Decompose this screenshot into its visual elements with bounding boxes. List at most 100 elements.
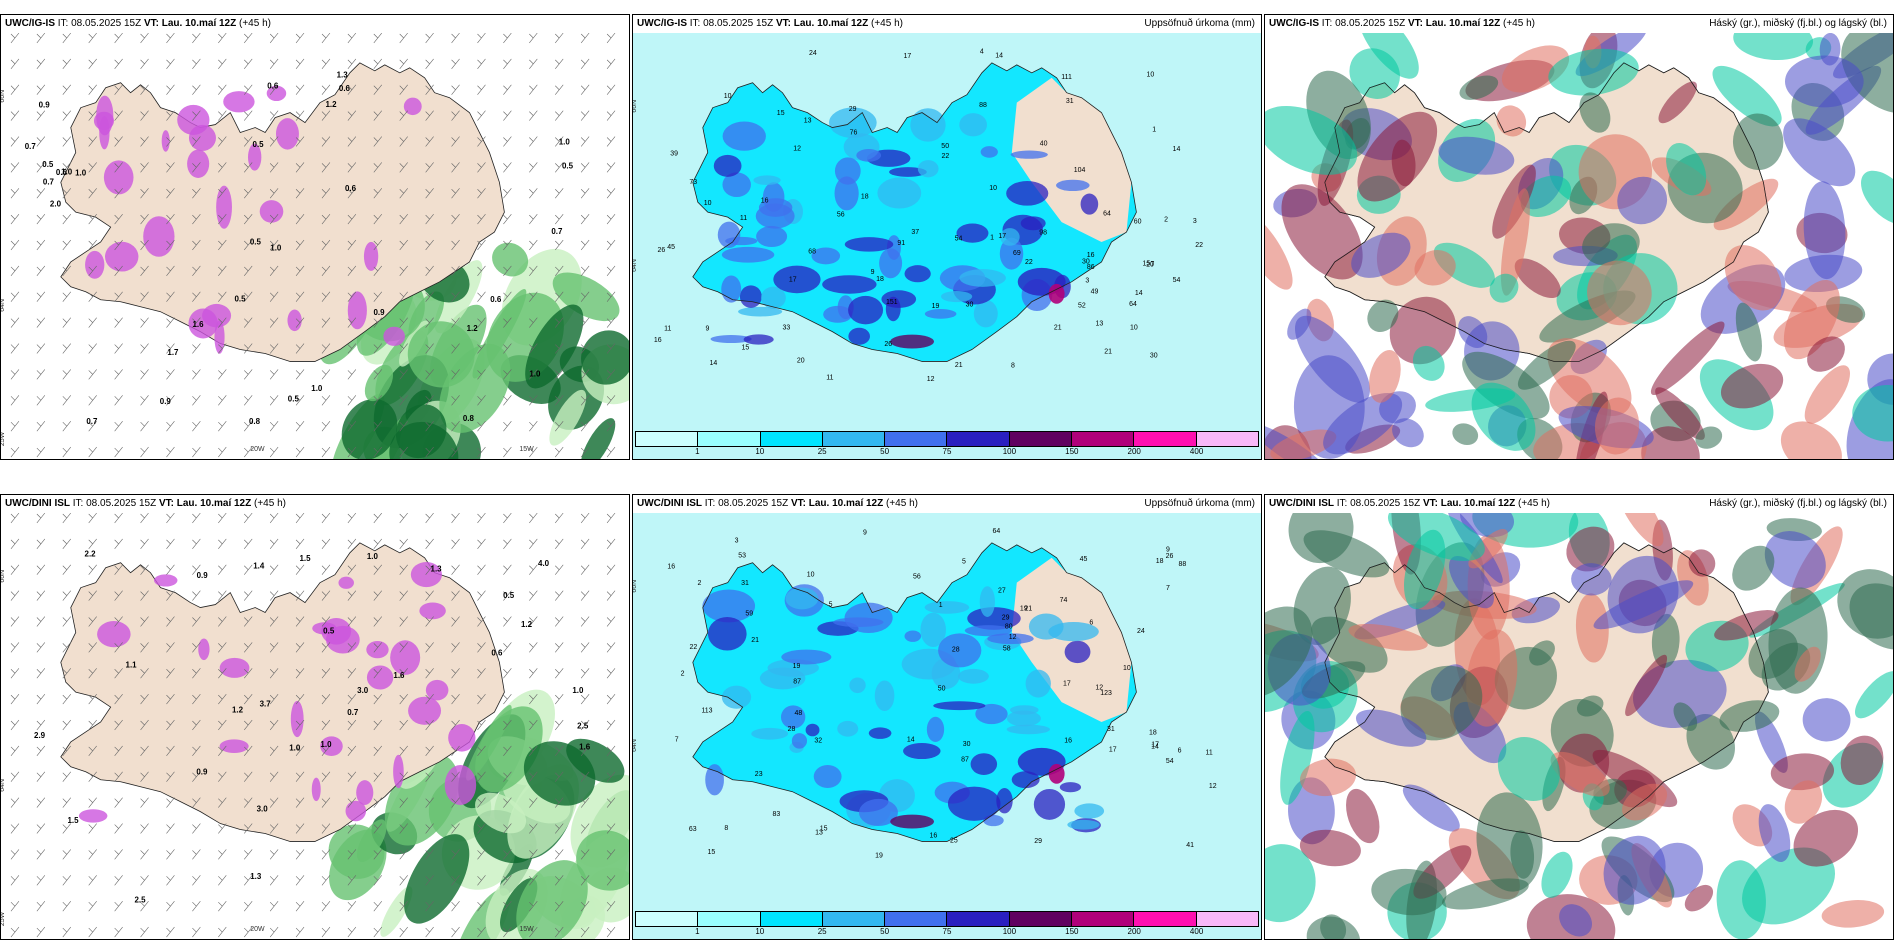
precip-value: 14 bbox=[907, 737, 915, 744]
legend-tick: 200 bbox=[1127, 447, 1141, 456]
wind-value: 1.1 bbox=[126, 661, 138, 670]
precip-value: 59 bbox=[745, 610, 753, 617]
wind-value: 1.2 bbox=[232, 706, 244, 715]
map-area[interactable]: 11 10 22 30 33 40 18 20 16 26 26 29 21 15 19 14 17 22 16 17… bbox=[633, 33, 1261, 459]
precip-value: 22 bbox=[689, 644, 697, 651]
lead-time: (+45 h) bbox=[886, 498, 918, 509]
panel-title: UWC/DINI ISL IT: 08.05.2025 15Z VT: Lau.… bbox=[1, 495, 629, 513]
precip-value: 30 bbox=[1082, 258, 1090, 265]
map-area[interactable]: 15 19 10 25 31 29 24 23 19 12 15 16 21 17 19 17 18 12 14 14… bbox=[633, 513, 1261, 939]
precip-value: 10 bbox=[1123, 665, 1131, 672]
wind-value: 0.5 bbox=[288, 395, 300, 404]
wind-value: 1.0 bbox=[311, 384, 323, 393]
precip-value: 12 bbox=[1209, 783, 1217, 790]
legend-swatch bbox=[1009, 432, 1073, 446]
precip-value: 1 bbox=[990, 235, 994, 242]
wind-value: 1.2 bbox=[467, 324, 479, 333]
precip-value: 63 bbox=[689, 826, 697, 833]
wind-value: 1.3 bbox=[337, 71, 349, 80]
valid-time: Lau. 10.maí 12Z bbox=[1425, 18, 1501, 29]
wind-value: 1.0 bbox=[529, 369, 541, 378]
legend-swatch bbox=[1196, 912, 1258, 926]
wind-value: 1.5 bbox=[299, 554, 311, 563]
map-area[interactable] bbox=[1265, 513, 1893, 939]
panel-title: UWC/DINI ISL IT: 08.05.2025 15Z VT: Lau.… bbox=[633, 495, 1261, 513]
precip-value: 45 bbox=[1080, 556, 1088, 563]
precip-value: 10 bbox=[1130, 325, 1138, 332]
wind-value: 1.0 bbox=[367, 552, 379, 561]
panel-dini-cloud: UWC/DINI ISL IT: 08.05.2025 15Z VT: Lau.… bbox=[1264, 494, 1894, 940]
legend-swatch bbox=[822, 912, 886, 926]
wind-value: 0.9 bbox=[374, 308, 386, 317]
precip-value: 91 bbox=[897, 240, 905, 247]
init-time: 08.05.2025 15Z bbox=[1350, 498, 1421, 509]
lead-time: (+45 h) bbox=[871, 18, 903, 29]
model-name: UWC/DINI ISL bbox=[5, 498, 70, 509]
precip-value: 13 bbox=[1095, 320, 1103, 327]
precip-value: 10 bbox=[1146, 72, 1154, 79]
precip-value: 15 bbox=[1142, 261, 1150, 268]
precip-value: 26 bbox=[884, 341, 892, 348]
precip-value: 16 bbox=[667, 564, 675, 571]
precip-value: 25 bbox=[950, 838, 958, 845]
legend-tick: 50 bbox=[880, 447, 890, 456]
precip-value: 74 bbox=[1060, 597, 1068, 604]
wind-value: 0.7 bbox=[43, 177, 55, 186]
precip-value: 54 bbox=[1166, 758, 1174, 765]
field-title: Uppsöfnuð úrkoma (mm) bbox=[1144, 498, 1255, 509]
panel-igis-cloud: UWC/IG-IS IT: 08.05.2025 15Z VT: Lau. 10… bbox=[1264, 14, 1894, 460]
wind-value: 1.4 bbox=[253, 562, 265, 571]
legend-tick: 75 bbox=[942, 927, 952, 936]
map-svg: 1110223033401820162626292115191417221617… bbox=[633, 33, 1261, 459]
precip-value: 88 bbox=[1178, 561, 1186, 568]
map-area[interactable]: 0.6 0.7 0.8 0.6 0.5 0.5 1.0 0.7 0.8 1.2 1.0 0.5 1.3 0… bbox=[1, 33, 629, 459]
vt-label: VT: bbox=[775, 18, 791, 29]
legend-swatch bbox=[885, 912, 948, 926]
map-area[interactable]: 0.7 1.0 1.3 0.5 1.0 0.9 1.2 1.4 2.5 3.7 2.5 2.2 2.9 0… bbox=[1, 513, 629, 939]
wind-value: 1.3 bbox=[250, 872, 262, 881]
it-label: IT: bbox=[72, 498, 84, 509]
lead-time: (+45 h) bbox=[1503, 18, 1535, 29]
it-label: IT: bbox=[704, 498, 716, 509]
precip-value: 64 bbox=[1129, 301, 1137, 308]
panel-title: UWC/IG-IS IT: 08.05.2025 15Z VT: Lau. 10… bbox=[633, 15, 1261, 33]
lead-time: (+45 h) bbox=[254, 498, 286, 509]
precip-value: 50 bbox=[941, 143, 949, 150]
precip-value: 88 bbox=[979, 102, 987, 109]
precip-value: 19 bbox=[875, 853, 883, 860]
precip-value: 3 bbox=[1085, 277, 1089, 284]
wind-value: 1.5 bbox=[67, 816, 79, 825]
wind-value: 0.7 bbox=[25, 142, 37, 151]
precip-value: 17 bbox=[1151, 742, 1159, 749]
wind-value: 0.5 bbox=[323, 627, 335, 636]
valid-time: Lau. 10.maí 12Z bbox=[176, 498, 252, 509]
precip-value: 56 bbox=[913, 574, 921, 581]
legend-swatch bbox=[947, 432, 1010, 446]
precip-value: 13 bbox=[804, 117, 812, 124]
precip-value: 14 bbox=[710, 360, 718, 367]
precip-value: 11 bbox=[664, 326, 671, 333]
legend-tick: 75 bbox=[942, 447, 952, 456]
legend-swatch bbox=[760, 912, 823, 926]
legend-swatch bbox=[1072, 912, 1135, 926]
precip-value: 19 bbox=[932, 303, 940, 310]
precip-value: 11 bbox=[740, 215, 747, 222]
precip-value: 113 bbox=[701, 707, 712, 714]
precip-value: 16 bbox=[654, 337, 662, 344]
precip-value: 123 bbox=[1100, 690, 1112, 697]
wind-value: 0.9 bbox=[39, 100, 51, 109]
precip-value: 39 bbox=[670, 151, 678, 158]
precip-value: 50 bbox=[938, 686, 946, 693]
legend-swatch bbox=[698, 912, 761, 926]
wind-value: 1.6 bbox=[393, 671, 405, 680]
latitude-label: 64N bbox=[633, 739, 638, 752]
precip-value: 24 bbox=[809, 50, 817, 57]
wind-value: 0.6 bbox=[267, 82, 279, 91]
map-area[interactable] bbox=[1265, 33, 1893, 459]
map-svg: 1519102531292423191215162117191718121414… bbox=[633, 513, 1261, 939]
legend-labels: 1 10 25 50 75 100 150 200 400 bbox=[635, 447, 1259, 457]
wind-value: 0.6 bbox=[56, 168, 68, 177]
init-time: 08.05.2025 15Z bbox=[718, 498, 789, 509]
field-title: Háský (gr.), miðský (fj.bl.) og lágský (… bbox=[1709, 18, 1887, 29]
legend-swatch bbox=[760, 432, 823, 446]
